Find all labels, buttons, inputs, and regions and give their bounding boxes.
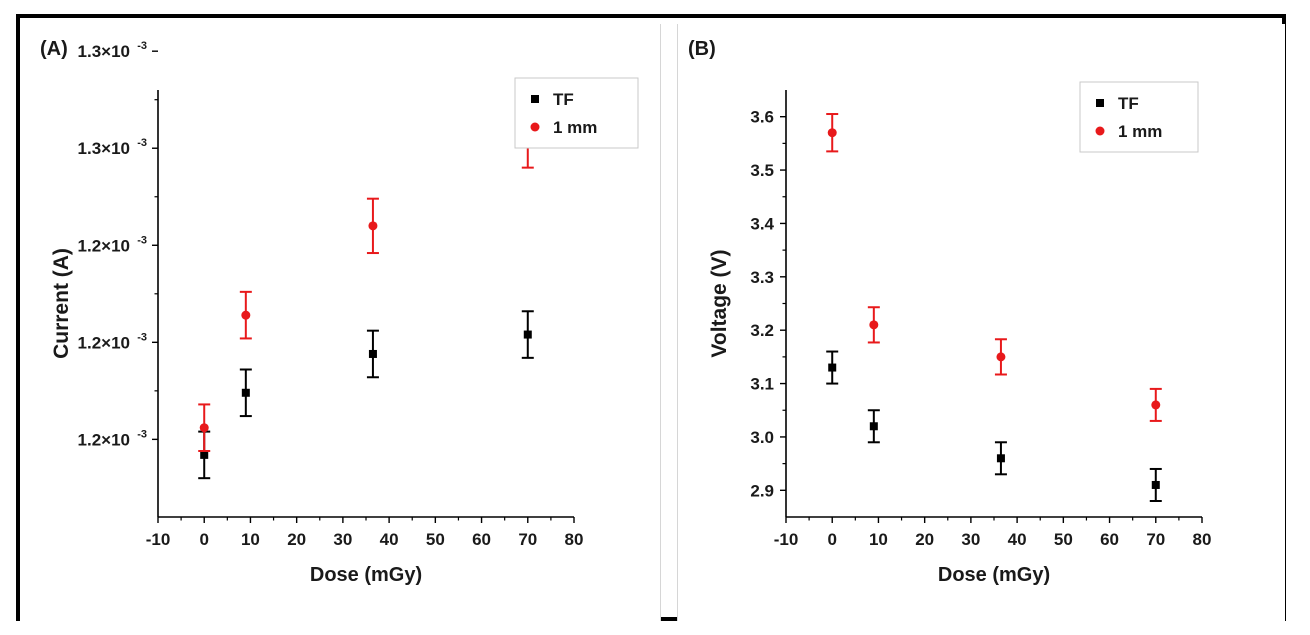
y-axis-title: Current (A) [50,248,73,359]
x-axis-title: Dose (mGy) [938,564,1050,586]
y-tick-label: 1.3×10 [78,42,130,61]
panel-a: (A) -10 0 10 20 30 40 50 60 70 80 1.2×10 -3 1.2×10 -3 1… [20,24,661,621]
y-tick-exponent: -3 [137,428,147,440]
x-tick-label: -10 [146,530,171,549]
legend-box [514,77,639,149]
data-point-1mm [368,221,378,231]
x-tick-label: 50 [1054,530,1073,549]
x-tick-label: 40 [1008,530,1027,549]
y-tick-label: 3.2 [750,321,774,340]
legend-marker-tf [1096,99,1104,107]
x-tick-label: 10 [241,530,260,549]
legend-marker-1mm [1095,126,1105,136]
y-tick-label: 1.2×10 [78,333,130,352]
legend-label: TF [1118,94,1139,113]
y-tick-label: 3.4 [750,214,774,233]
x-tick-label: 40 [380,530,399,549]
data-point-tf [828,363,837,372]
x-axis-title: Dose (mGy) [310,564,422,586]
data-point-tf [523,330,532,339]
legend-marker-1mm [530,122,540,132]
x-tick-label: 60 [1100,530,1119,549]
data-point-1mm [996,352,1006,362]
chart-b: (B) -10 0 10 20 30 40 50 60 70 80 2.9 3.0 3.1 3.2 3.3 3.… [688,38,1212,586]
x-tick-label: 70 [1146,530,1165,549]
x-tick-label: 0 [199,530,208,549]
x-tick-label: 50 [426,530,445,549]
x-tick-label: 80 [565,530,584,549]
data-point-1mm [869,320,879,330]
data-point-1mm [827,128,837,138]
data-point-1mm [1151,400,1161,410]
x-tick-label: 30 [333,530,352,549]
data-point-tf [869,422,878,431]
x-tick-label: 80 [1193,530,1212,549]
data-point-tf [368,349,377,358]
x-tick-label: 20 [915,530,934,549]
data-point-tf [996,454,1005,463]
data-point-tf [241,388,250,397]
x-tick-label: -10 [774,530,799,549]
legend-label: 1 mm [553,118,597,137]
y-tick-label: 3.1 [750,375,774,394]
x-tick-label: 0 [827,530,836,549]
y-tick-label: 3.6 [750,108,774,127]
x-tick-label: 20 [287,530,306,549]
x-tick-label: 30 [961,530,980,549]
y-tick-label: 1.2×10 [78,236,130,255]
x-tick-label: 70 [518,530,537,549]
y-tick-label: 3.5 [750,161,774,180]
x-tick-label: 60 [472,530,491,549]
y-tick-label: 2.9 [750,481,774,500]
data-point-tf [1151,480,1160,489]
legend-label: TF [553,90,574,109]
panel-b: (B) -10 0 10 20 30 40 50 60 70 80 2.9 3.0 3.1 3.2 3.3 3.… [677,24,1285,621]
data-point-tf [200,450,209,459]
y-tick-label: 3.3 [750,268,774,287]
panel-label: (B) [688,38,716,60]
y-tick-exponent: -3 [137,331,147,343]
legend-label: 1 mm [1118,122,1162,141]
y-tick-label: 3.0 [750,428,774,447]
legend-box [1079,81,1199,153]
y-tick-exponent: -3 [137,234,147,246]
y-tick-label: 1.2×10 [78,430,130,449]
data-point-1mm [199,423,209,433]
legend-marker-tf [531,95,539,103]
panel-label: (A) [40,38,68,60]
y-axis-title: Voltage (V) [708,249,731,357]
data-point-1mm [241,310,251,320]
x-tick-label: 10 [869,530,888,549]
y-tick-exponent: -3 [137,137,147,149]
y-tick-label: 1.3×10 [78,139,130,158]
chart-a: (A) -10 0 10 20 30 40 50 60 70 80 1.2×10 -3 1.2×10 -3 1… [40,38,639,586]
y-tick-exponent: -3 [137,40,147,52]
